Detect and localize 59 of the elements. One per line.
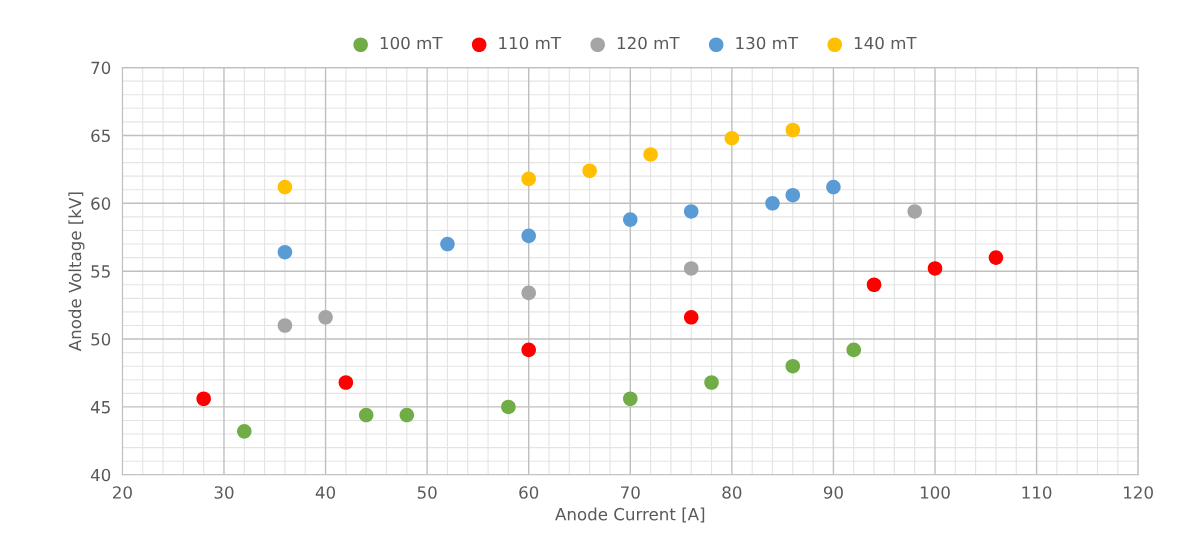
x-tick-label: 80: [722, 486, 742, 499]
point: [358, 407, 374, 423]
point: [237, 424, 252, 439]
point: [521, 342, 536, 358]
y-tick-label: 60: [91, 197, 111, 210]
point: [277, 179, 293, 195]
point: [765, 196, 780, 211]
y-axis-title: Anode Voltage [kV]: [68, 192, 85, 352]
point: [643, 147, 658, 162]
legend-label: 110 mT: [499, 36, 562, 50]
point: [683, 204, 699, 219]
x-tick-label: 20: [113, 486, 132, 499]
point: [866, 277, 882, 293]
point: [501, 399, 516, 415]
point: [826, 179, 841, 195]
point: [623, 212, 638, 227]
x-tick-label: 110: [1022, 486, 1052, 499]
point: [988, 250, 1004, 265]
x-tick-label: 120: [1124, 486, 1153, 499]
point: [846, 342, 862, 358]
y-tick-label: 50: [91, 333, 111, 346]
point: [277, 244, 293, 260]
point: [683, 310, 699, 325]
point: [318, 310, 333, 325]
point: [521, 171, 536, 187]
y-tick-label: 45: [90, 401, 110, 414]
point: [724, 130, 740, 146]
x-tick-label: 70: [621, 486, 640, 499]
y-tick-label: 70: [91, 61, 111, 75]
x-axis-title: Anode Current [A]: [555, 507, 705, 523]
y-tick-label: 65: [91, 129, 110, 143]
point: [623, 391, 638, 407]
legend-label: 140 mT: [854, 36, 917, 50]
x-tick-label: 30: [214, 486, 234, 499]
point: [927, 261, 943, 276]
y-tick-label: 40: [90, 468, 111, 482]
legend-label: 100 mT: [380, 36, 443, 50]
point: [785, 122, 801, 138]
point: [704, 375, 719, 390]
point: [785, 358, 801, 374]
point: [338, 375, 354, 390]
x-tick-label: 40: [315, 486, 336, 499]
x-tick-label: 100: [920, 486, 950, 499]
point: [277, 318, 293, 333]
point: [521, 285, 536, 301]
point: [683, 261, 699, 276]
y-tick-label: 55: [91, 265, 110, 278]
x-tick-label: 90: [823, 486, 843, 499]
point: [440, 236, 455, 252]
point: [785, 187, 801, 203]
legend-label: 130 mT: [736, 36, 799, 50]
x-tick-label: 60: [519, 486, 539, 499]
point: [521, 228, 536, 244]
legend-label: 120 mT: [617, 36, 680, 50]
x-tick-label: 50: [417, 486, 437, 499]
point: [196, 391, 211, 407]
point: [399, 407, 415, 423]
point: [582, 163, 597, 179]
point: [907, 204, 922, 219]
